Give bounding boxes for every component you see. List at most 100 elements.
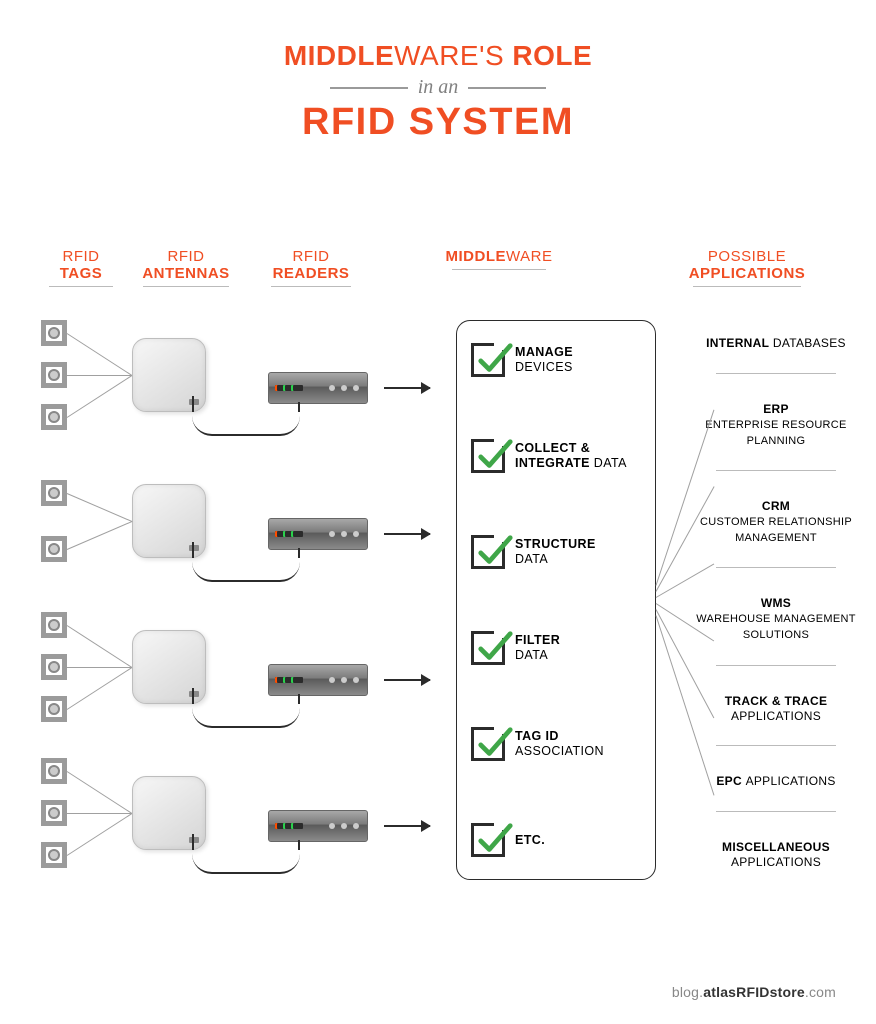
title-line-3: RFID SYSTEM (0, 101, 876, 144)
divider (716, 373, 836, 374)
checkmark-icon (471, 631, 505, 665)
checkmark-icon (471, 535, 505, 569)
application-item: CRMCUSTOMER RELATIONSHIP MANAGEMENT (696, 493, 856, 546)
application-item: INTERNAL DATABASES (696, 330, 856, 351)
applications-column: INTERNAL DATABASES ERPENTERPRISE RESOURCE… (696, 330, 856, 870)
rfid-reader-icon (268, 664, 368, 696)
footer-post: .com (805, 984, 836, 1000)
rfid-tag-icon (41, 320, 67, 346)
middleware-item: ETC. (471, 823, 641, 857)
middleware-item-label: COLLECT &INTEGRATE DATA (515, 441, 627, 471)
checkmark-icon (471, 343, 505, 377)
divider (716, 745, 836, 746)
cable-icon (192, 850, 300, 874)
arrow-icon (384, 679, 430, 681)
header-underline (143, 286, 229, 287)
rfid-tag-icon (41, 800, 67, 826)
checkmark-icon (471, 439, 505, 473)
checkmark-icon (471, 823, 505, 857)
middleware-box: MANAGEDEVICES COLLECT &INTEGRATE DATA STRU… (456, 320, 656, 880)
rfid-tag-icon (41, 536, 67, 562)
header-readers-thin: RFID (256, 248, 366, 265)
rfid-tag-icon (41, 654, 67, 680)
header-applications: POSSIBLE APPLICATIONS (672, 248, 822, 287)
title-thin: WARE'S (394, 40, 504, 71)
rfid-tag-icon (41, 758, 67, 784)
header-mw-bold: MIDDLE (446, 248, 507, 265)
header-middleware: MIDDLEWARE (434, 248, 564, 287)
tag-connector-line (67, 813, 132, 814)
cable-icon (192, 704, 300, 728)
divider (716, 567, 836, 568)
header-tags-bold: TAGS (36, 265, 126, 282)
header-antennas: RFID ANTENNAS (126, 248, 246, 287)
divider (716, 811, 836, 812)
checkmark-icon (471, 727, 505, 761)
page-title: MIDDLEWARE'S ROLE in an RFID SYSTEM (0, 0, 876, 144)
title-sub: in an (418, 76, 459, 99)
application-item: EPC APPLICATIONS (696, 768, 856, 789)
tag-connector-line (67, 667, 132, 668)
header-tags: RFID TAGS (36, 248, 126, 287)
application-item: MISCELLANEOUS APPLICATIONS (696, 834, 856, 870)
rfid-antenna-icon (132, 776, 206, 850)
tag-connector-line (67, 625, 133, 668)
application-item: TRACK & TRACE APPLICATIONS (696, 688, 856, 724)
rfid-tag-icon (41, 362, 67, 388)
header-underline (49, 286, 114, 287)
tag-connector-line (67, 375, 133, 418)
rfid-tag-icon (41, 404, 67, 430)
middleware-item-label: TAG IDASSOCIATION (515, 729, 604, 759)
rfid-antenna-icon (132, 484, 206, 558)
rfid-tag-icon (41, 842, 67, 868)
middleware-item-label: MANAGEDEVICES (515, 345, 573, 375)
application-item: WMSWAREHOUSE MANAGEMENT SOLUTIONS (696, 590, 856, 643)
header-tags-thin: RFID (36, 248, 126, 265)
cable-icon (192, 558, 300, 582)
divider (716, 470, 836, 471)
header-readers-bold: READERS (256, 265, 366, 282)
rfid-reader-icon (268, 518, 368, 550)
tag-connector-line (67, 375, 132, 376)
middleware-item-label: FILTERDATA (515, 633, 560, 663)
rfid-tag-icon (41, 612, 67, 638)
header-underline (452, 269, 546, 270)
tag-connector-line (67, 521, 132, 550)
tag-connector-line (67, 813, 133, 856)
tag-connector-line (67, 667, 133, 710)
column-headers: RFID TAGS RFID ANTENNAS RFID READERS MID… (0, 248, 876, 287)
middleware-item-label: ETC. (515, 833, 545, 848)
arrow-icon (384, 825, 430, 827)
header-underline (693, 286, 801, 287)
rfid-antenna-icon (132, 630, 206, 704)
header-apps-bold: APPLICATIONS (672, 265, 822, 282)
middleware-item: COLLECT &INTEGRATE DATA (471, 439, 641, 473)
middleware-item: TAG IDASSOCIATION (471, 727, 641, 761)
title-bold-2: ROLE (512, 40, 592, 71)
tag-connector-line (67, 333, 133, 376)
rfid-tag-icon (41, 696, 67, 722)
header-readers: RFID READERS (256, 248, 366, 287)
footer-pre: blog. (672, 984, 703, 1000)
rfid-reader-icon (268, 372, 368, 404)
rfid-antenna-icon (132, 338, 206, 412)
header-antennas-thin: RFID (126, 248, 246, 265)
header-antennas-bold: ANTENNAS (126, 265, 246, 282)
header-underline (271, 286, 350, 287)
divider (716, 665, 836, 666)
middleware-item: MANAGEDEVICES (471, 343, 641, 377)
arrow-icon (384, 533, 430, 535)
middleware-item-label: STRUCTUREDATA (515, 537, 596, 567)
header-apps-thin: POSSIBLE (672, 248, 822, 265)
title-subline: in an (0, 76, 876, 99)
application-item: ERPENTERPRISE RESOURCE PLANNING (696, 396, 856, 449)
rfid-tag-icon (41, 480, 67, 506)
footer-credit: blog.atlasRFIDstore.com (672, 984, 836, 1000)
tag-connector-line (67, 771, 133, 814)
cable-icon (192, 412, 300, 436)
diagram: MANAGEDEVICES COLLECT &INTEGRATE DATA STRU… (36, 320, 844, 960)
footer-mid: atlasRFIDstore (703, 984, 805, 1000)
decorative-rule-right (468, 87, 546, 89)
middleware-item: STRUCTUREDATA (471, 535, 641, 569)
title-bold-1: MIDDLE (284, 40, 394, 71)
